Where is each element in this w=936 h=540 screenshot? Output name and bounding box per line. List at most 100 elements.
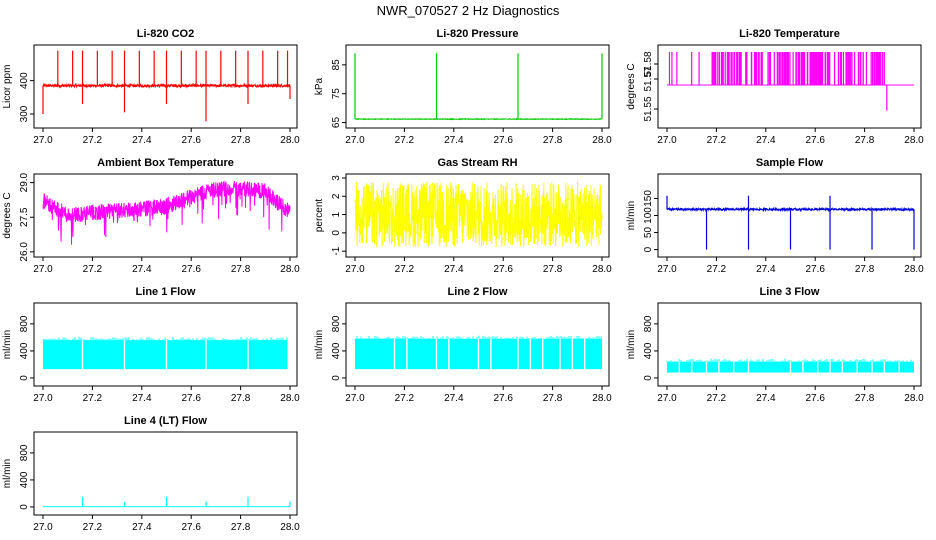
data-series <box>667 52 914 111</box>
y-tick-label: 29.0 <box>19 172 30 192</box>
x-tick-label: 27.4 <box>444 393 464 404</box>
series-line <box>354 181 603 248</box>
y-tick-label: 800 <box>331 315 342 332</box>
flow-band-edge <box>42 337 288 341</box>
x-tick-label: 27.8 <box>855 393 875 404</box>
plot-frame <box>345 173 610 258</box>
data-series <box>42 337 288 371</box>
y-axis-label: ml/min <box>626 201 637 230</box>
x-tick-label: 27.2 <box>707 264 727 275</box>
series-line <box>42 180 291 245</box>
x-tick-label: 28.0 <box>592 264 612 275</box>
x-tick-label: 27.2 <box>395 393 415 404</box>
plot-frame <box>33 173 298 258</box>
x-tick-label: 27.0 <box>345 264 365 275</box>
x-tick-label: 27.6 <box>805 264 825 275</box>
y-axis-label: ml/min <box>314 330 325 359</box>
flow-band <box>43 340 288 370</box>
x-tick-label: 27.6 <box>493 135 513 146</box>
y-axis-label: degrees C <box>626 63 637 109</box>
plot-frame <box>657 302 922 387</box>
x-tick-label: 27.8 <box>231 522 251 533</box>
y-tick-label: 0 <box>19 504 30 510</box>
y-tick-label: 400 <box>19 471 30 488</box>
panel-title: Line 1 Flow <box>136 286 196 298</box>
plot-frame <box>657 173 922 258</box>
x-tick-label: 28.0 <box>280 522 300 533</box>
data-series <box>354 53 603 121</box>
panel-title: Line 2 Flow <box>448 286 508 298</box>
panel-title: Line 3 Flow <box>760 286 820 298</box>
x-tick-label: 27.6 <box>805 393 825 404</box>
x-tick-label: 27.4 <box>132 522 152 533</box>
y-tick-label: 800 <box>19 444 30 461</box>
x-tick-label: 27.4 <box>756 264 776 275</box>
series-line <box>666 206 915 213</box>
y-tick-label: 100 <box>643 207 654 224</box>
y-tick-label: 51.57 <box>643 66 654 91</box>
y-tick-label: 400 <box>19 342 30 359</box>
x-tick-label: 27.2 <box>707 135 727 146</box>
x-tick-label: 27.8 <box>543 264 563 275</box>
y-tick-label: 0 <box>331 230 342 236</box>
y-tick-label: 0 <box>19 375 30 381</box>
x-tick-label: 28.0 <box>280 393 300 404</box>
x-tick-label: 27.6 <box>181 393 201 404</box>
x-tick-label: 27.6 <box>181 522 201 533</box>
panel-title: Sample Flow <box>756 157 824 169</box>
y-tick-label: 1 <box>331 211 342 217</box>
x-tick-label: 27.6 <box>181 135 201 146</box>
x-tick-label: 27.4 <box>132 264 152 275</box>
data-series <box>354 335 602 371</box>
panel-7: Line 1 Flow ml/min 27.0 27.2 27.4 27.6 27.8 28.… <box>2 286 300 404</box>
panel-5: Gas Stream RH percent 27.0 27.2 27.4 27.6 27.8… <box>314 157 612 275</box>
x-tick-label: 27.6 <box>493 264 513 275</box>
plot-frame <box>33 302 298 387</box>
x-tick-label: 27.0 <box>657 393 677 404</box>
x-tick-label: 27.0 <box>345 393 365 404</box>
y-tick-label: 0 <box>331 375 342 381</box>
x-tick-label: 27.0 <box>657 135 677 146</box>
x-tick-label: 27.4 <box>756 135 776 146</box>
x-tick-label: 27.4 <box>756 393 776 404</box>
flow-band-edge <box>666 358 914 362</box>
y-tick-label: 0 <box>643 375 654 381</box>
plot-frame <box>345 44 610 129</box>
x-tick-label: 27.8 <box>231 135 251 146</box>
x-tick-label: 27.0 <box>345 135 365 146</box>
x-tick-label: 27.2 <box>395 135 415 146</box>
panel-title: Gas Stream RH <box>437 157 517 169</box>
x-tick-label: 27.8 <box>855 264 875 275</box>
y-tick-label: 2 <box>331 193 342 199</box>
panel-title: Line 4 (LT) Flow <box>124 415 207 427</box>
y-tick-label: 50 <box>643 227 654 239</box>
panel-9: Line 3 Flow ml/min 27.0 27.2 27.4 27.6 27.8 28.… <box>626 286 924 404</box>
flow-band-edge <box>354 335 602 339</box>
y-tick-label: 800 <box>643 315 654 332</box>
x-tick-label: 27.0 <box>33 522 53 533</box>
x-tick-label: 28.0 <box>592 135 612 146</box>
x-tick-label: 27.8 <box>543 135 563 146</box>
plot-frame <box>33 44 298 129</box>
panel-2: Li-820 Pressure kPa 27.0 27.2 27.4 27.6 27.8 28… <box>314 28 612 146</box>
x-tick-label: 27.6 <box>493 393 513 404</box>
y-axis-label: ml/min <box>626 330 637 359</box>
y-tick-label: -1 <box>331 246 342 255</box>
x-tick-label: 27.0 <box>33 264 53 275</box>
x-tick-label: 28.0 <box>904 264 924 275</box>
y-tick-label: 800 <box>19 315 30 332</box>
x-tick-label: 28.0 <box>904 393 924 404</box>
plot-frame <box>33 431 298 516</box>
data-series <box>354 181 603 248</box>
data-series <box>666 358 914 374</box>
x-tick-label: 27.2 <box>83 135 103 146</box>
panel-title: Li-820 Pressure <box>437 28 519 40</box>
x-tick-label: 28.0 <box>280 264 300 275</box>
data-series <box>42 50 291 122</box>
x-tick-label: 28.0 <box>592 393 612 404</box>
x-tick-label: 27.0 <box>657 264 677 275</box>
x-tick-label: 27.2 <box>83 264 103 275</box>
x-tick-label: 27.8 <box>231 393 251 404</box>
y-tick-label: 27.5 <box>19 207 30 227</box>
